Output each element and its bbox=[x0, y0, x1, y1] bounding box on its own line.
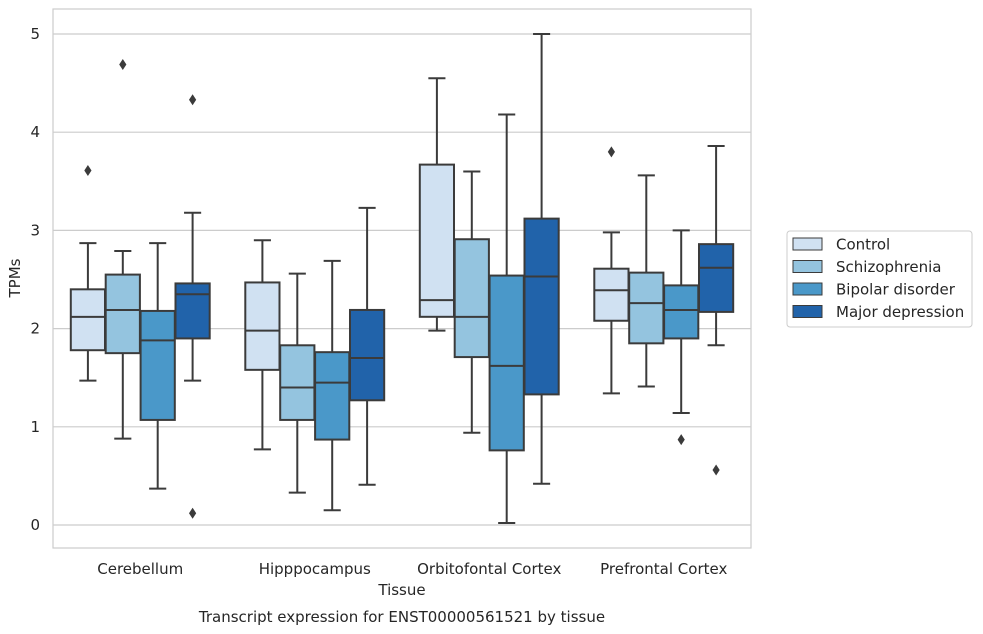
box-element bbox=[663, 229, 700, 446]
box-element bbox=[69, 164, 107, 382]
x-tick-label: Hipppocampus bbox=[259, 560, 371, 578]
legend-label: Control bbox=[836, 236, 890, 254]
box-element bbox=[139, 242, 176, 490]
box-iqr bbox=[139, 309, 176, 421]
outlier-point bbox=[189, 507, 197, 519]
outlier-point bbox=[712, 464, 720, 476]
legend-label: Schizophrenia bbox=[836, 258, 941, 276]
y-tick-labels: 0 1 2 3 4 5 bbox=[30, 25, 40, 534]
x-tick-labels: Cerebellum Hipppocampus Orbitofontal Corte… bbox=[97, 560, 727, 578]
box-iqr bbox=[244, 281, 281, 371]
legend-label: Bipolar disorder bbox=[836, 281, 956, 299]
box-element bbox=[523, 33, 560, 485]
box-iqr bbox=[628, 271, 665, 345]
box-element bbox=[244, 239, 281, 451]
box-element bbox=[104, 58, 141, 440]
y-axis-label: TPMs bbox=[6, 258, 24, 298]
x-tick-label: Prefrontal Cortex bbox=[600, 560, 727, 578]
box-iqr bbox=[174, 282, 211, 340]
box-element bbox=[593, 146, 630, 395]
box-iqr bbox=[279, 344, 316, 421]
y-tick-label: 1 bbox=[30, 418, 40, 436]
box-iqr bbox=[593, 267, 630, 322]
outlier-point bbox=[84, 164, 92, 176]
legend: Control Schizophrenia Bipolar disorder Majo… bbox=[786, 230, 973, 328]
box-element bbox=[697, 144, 735, 476]
y-tick-label: 4 bbox=[30, 123, 40, 141]
plot-frame bbox=[52, 8, 752, 549]
box-iqr bbox=[488, 274, 525, 452]
x-axis-label: Tissue bbox=[377, 581, 425, 599]
box-element bbox=[348, 206, 386, 486]
x-tick-label: Cerebellum bbox=[97, 560, 183, 578]
outlier-point bbox=[677, 434, 685, 446]
chart-caption: Transcript expression for ENST0000056152… bbox=[198, 608, 605, 626]
legend-swatch bbox=[792, 282, 823, 296]
box-element bbox=[418, 77, 456, 332]
box-element bbox=[488, 113, 525, 525]
legend-swatch bbox=[792, 305, 823, 318]
box-iqr bbox=[314, 351, 351, 441]
legend-swatch bbox=[792, 260, 823, 273]
box-iqr bbox=[348, 308, 386, 402]
box-element bbox=[174, 94, 211, 519]
box-element bbox=[453, 170, 490, 434]
outlier-point bbox=[189, 94, 197, 106]
box-iqr bbox=[418, 163, 456, 318]
y-tick-label: 5 bbox=[30, 25, 40, 43]
box-element bbox=[314, 259, 351, 512]
legend-label: Major depression bbox=[836, 303, 964, 321]
y-tick-label: 2 bbox=[30, 320, 40, 338]
outlier-point bbox=[607, 146, 615, 158]
y-tick-label: 0 bbox=[30, 516, 40, 534]
box-element bbox=[279, 272, 316, 494]
legend-swatch bbox=[792, 237, 823, 251]
x-tick-label: Orbitofontal Cortex bbox=[417, 560, 561, 578]
box-iqr bbox=[104, 273, 141, 355]
box-iqr bbox=[523, 217, 560, 396]
box-iqr bbox=[697, 243, 735, 313]
y-tick-label: 3 bbox=[30, 221, 40, 239]
box-iqr bbox=[69, 288, 107, 352]
legend-frame bbox=[786, 230, 973, 328]
box-element bbox=[628, 174, 665, 388]
box-group bbox=[69, 33, 735, 525]
outlier-point bbox=[119, 58, 127, 70]
box-iqr bbox=[663, 284, 700, 340]
box-iqr bbox=[453, 238, 490, 359]
